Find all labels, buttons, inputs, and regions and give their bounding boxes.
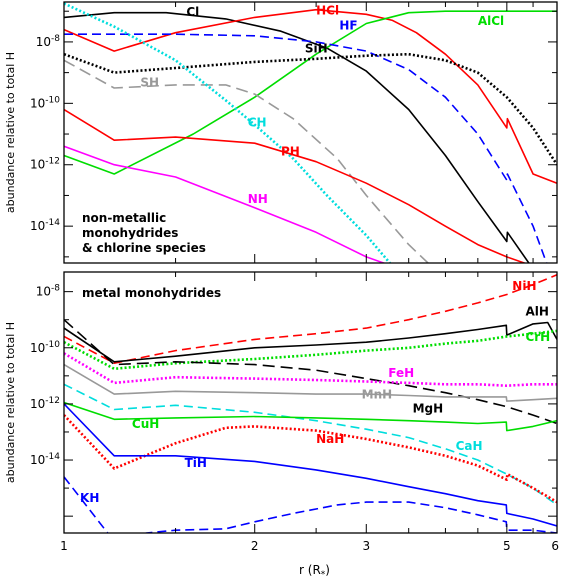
x-axis-label-end: ) [325,563,330,577]
series-line-tih [64,403,557,527]
series-label-ph: PH [281,145,300,159]
y-tick-exponent: -14 [45,218,60,228]
series-line-ch [64,2,392,263]
y-tick-exponent: -12 [45,396,60,406]
series-line-mgh [64,319,557,425]
y-tick-base: 10 [30,341,45,355]
y-tick-label: 10-10 [30,340,60,355]
series-group [64,274,557,533]
y-tick-label: 10-12 [30,157,60,172]
panel-annotation-line: non-metallic [82,211,166,225]
series-label-mgh: MgH [413,401,444,415]
x-tick-label: 2 [251,539,259,553]
series-label-nah: NaH [316,432,344,446]
x-tick-label: 3 [362,539,370,553]
y-tick-exponent: -8 [51,284,60,294]
series-label-cuh: CuH [132,417,159,431]
y-tick-exponent: -14 [45,452,60,462]
series-line-kh [64,476,557,533]
x-tick-label: 6 [551,539,559,553]
x-axis-label: r (R*) [299,563,330,580]
y-tick-exponent: -10 [45,95,60,105]
x-tick-label: 1 [60,539,68,553]
series-line-sih [64,52,557,166]
panel-annotation-line: & chlorine species [82,241,206,255]
y-tick-label: 10-12 [30,396,60,411]
series-line-crh [64,329,557,371]
y-tick-exponent: -8 [51,34,60,44]
series-line-nah [64,414,557,504]
y-tick-label: 10-10 [30,95,60,110]
series-line-hcl [64,8,557,184]
y-tick-base: 10 [30,453,45,467]
y-tick-base: 10 [30,219,45,233]
series-line-alh [64,321,557,363]
y-axis-label: abundance relative to total H [4,52,17,213]
y-tick-exponent: -12 [45,157,60,167]
series-line-cah [64,383,557,506]
y-tick-exponent: -10 [45,340,60,350]
plot-frame [63,1,558,264]
series-label-cah: CaH [456,439,483,453]
y-tick-label: 10-14 [30,452,60,467]
series-label-cl: Cl [186,5,199,19]
series-label-sh: SH [140,75,159,89]
y-tick-base: 10 [30,96,45,110]
y-tick-label: 10-8 [36,284,61,299]
series-label-kh: KH [80,491,99,505]
x-axis-label-main: r (R [299,563,321,577]
series-label-alh: AlH [525,305,548,319]
series-label-nih: NiH [512,279,536,293]
y-tick-base: 10 [36,35,51,49]
panel-annotation-line: monohydrides [82,226,178,240]
series-label-ch: CH [248,115,267,129]
shared-axis-labels: r (R*) [299,563,330,580]
y-tick-base: 10 [30,397,45,411]
series-label-crh: CrH [525,330,550,344]
series-line-alcl [64,10,557,175]
panel-annotation-line: metal monohydrides [82,286,221,300]
series-label-hf: HF [339,19,357,33]
series-line-cuh [64,401,557,432]
series-group [64,2,557,263]
series-label-alcl: AlCl [478,14,504,28]
series-label-feh: FeH [388,366,414,380]
series-line-feh [64,352,557,387]
plot-frame [63,271,558,534]
x-tick-label: 5 [503,539,511,553]
x-axis-label-sub: * [321,570,326,580]
series-line-ph [64,108,527,263]
series-line-hf [64,33,548,263]
y-tick-base: 10 [30,158,45,172]
series-label-nh: NH [248,192,268,206]
series-line-cl [64,11,530,263]
y-tick-base: 10 [36,285,51,299]
series-label-tih: TiH [185,456,207,470]
series-label-sih: SiH [305,42,328,56]
series-label-mnh: MnH [362,387,393,401]
series-line-sh [64,59,430,263]
series-line-mnh [64,363,557,402]
series-label-hcl: HCl [316,3,339,17]
y-axis-label: abundance relative to total H [4,322,17,483]
y-tick-label: 10-8 [36,34,61,49]
y-tick-label: 10-14 [30,218,60,233]
